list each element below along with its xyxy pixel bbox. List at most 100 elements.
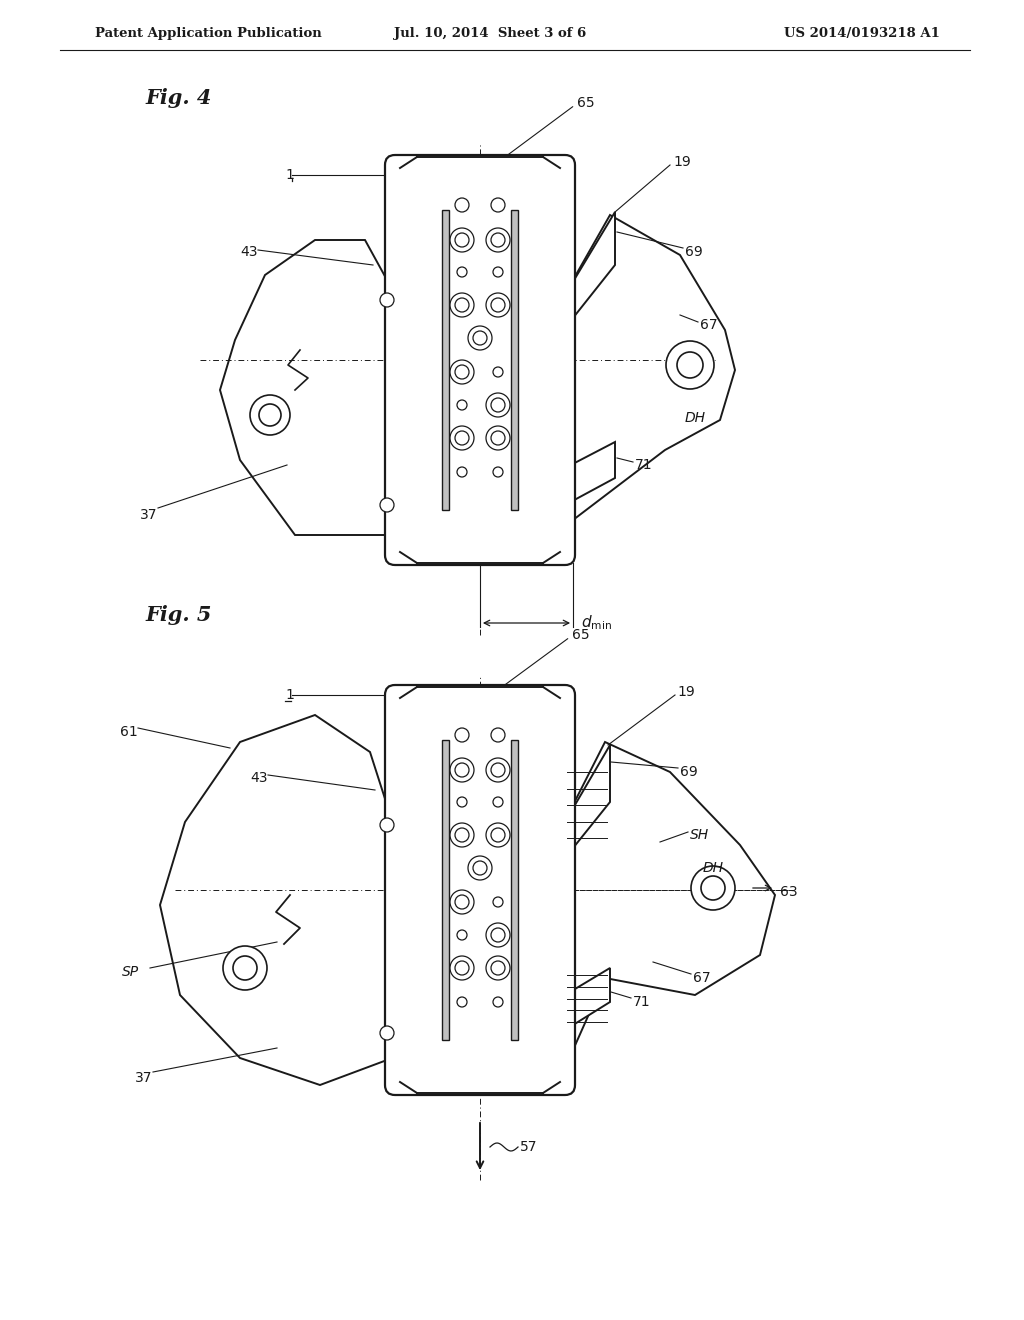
Circle shape	[455, 234, 469, 247]
Circle shape	[468, 326, 492, 350]
Circle shape	[457, 400, 467, 411]
Circle shape	[455, 366, 469, 379]
Circle shape	[468, 855, 492, 880]
Circle shape	[455, 198, 469, 213]
Text: 71: 71	[635, 458, 652, 473]
Polygon shape	[565, 213, 615, 327]
Circle shape	[490, 432, 505, 445]
Circle shape	[691, 866, 735, 909]
Circle shape	[450, 426, 474, 450]
Text: Patent Application Publication: Patent Application Publication	[95, 28, 322, 41]
FancyBboxPatch shape	[385, 154, 575, 565]
Circle shape	[455, 895, 469, 909]
Polygon shape	[565, 442, 615, 506]
Polygon shape	[565, 744, 610, 858]
Circle shape	[450, 758, 474, 781]
Text: 57: 57	[520, 1140, 538, 1154]
Text: 19: 19	[677, 685, 694, 700]
Circle shape	[380, 293, 394, 308]
Text: SP: SP	[122, 965, 139, 979]
Text: $d_{\mathrm{min}}$: $d_{\mathrm{min}}$	[581, 614, 612, 632]
Circle shape	[490, 729, 505, 742]
Circle shape	[486, 393, 510, 417]
Circle shape	[666, 341, 714, 389]
Text: 69: 69	[680, 766, 697, 779]
Circle shape	[473, 861, 487, 875]
Circle shape	[450, 228, 474, 252]
Circle shape	[250, 395, 290, 436]
Text: 71: 71	[633, 995, 650, 1008]
Circle shape	[455, 729, 469, 742]
Circle shape	[677, 352, 703, 378]
Circle shape	[457, 267, 467, 277]
Circle shape	[450, 822, 474, 847]
Text: 43: 43	[250, 771, 267, 785]
Circle shape	[486, 426, 510, 450]
Circle shape	[493, 467, 503, 477]
Circle shape	[493, 997, 503, 1007]
Circle shape	[486, 956, 510, 979]
Text: Fig. 4: Fig. 4	[145, 88, 211, 108]
Polygon shape	[573, 742, 775, 1049]
Circle shape	[380, 818, 394, 832]
Polygon shape	[565, 968, 610, 1030]
Text: 19: 19	[673, 154, 691, 169]
Text: 67: 67	[700, 318, 718, 333]
Circle shape	[493, 797, 503, 807]
Bar	[442, 210, 449, 510]
Circle shape	[457, 467, 467, 477]
Circle shape	[450, 890, 474, 913]
Text: Fig. 5: Fig. 5	[145, 605, 211, 624]
Circle shape	[490, 961, 505, 975]
Text: 1: 1	[285, 168, 294, 182]
Text: 43: 43	[240, 246, 257, 259]
Bar	[511, 741, 518, 1040]
Circle shape	[455, 432, 469, 445]
Circle shape	[223, 946, 267, 990]
Circle shape	[490, 763, 505, 777]
Circle shape	[490, 928, 505, 942]
Circle shape	[490, 198, 505, 213]
Text: US 2014/0193218 A1: US 2014/0193218 A1	[784, 28, 940, 41]
Polygon shape	[160, 715, 387, 1085]
Circle shape	[486, 923, 510, 946]
Text: 67: 67	[693, 972, 711, 985]
Circle shape	[486, 293, 510, 317]
Circle shape	[450, 293, 474, 317]
Circle shape	[455, 961, 469, 975]
Circle shape	[493, 898, 503, 907]
Bar	[442, 741, 449, 1040]
Circle shape	[233, 956, 257, 979]
Circle shape	[455, 763, 469, 777]
Text: 63: 63	[780, 884, 798, 899]
Circle shape	[490, 234, 505, 247]
Polygon shape	[573, 215, 735, 520]
Circle shape	[486, 758, 510, 781]
FancyBboxPatch shape	[385, 685, 575, 1096]
Circle shape	[450, 360, 474, 384]
Text: 65: 65	[572, 628, 590, 642]
Text: 37: 37	[140, 508, 158, 521]
Circle shape	[490, 828, 505, 842]
Text: Jul. 10, 2014  Sheet 3 of 6: Jul. 10, 2014 Sheet 3 of 6	[394, 28, 586, 41]
Circle shape	[493, 267, 503, 277]
Circle shape	[455, 828, 469, 842]
Text: 1: 1	[285, 688, 294, 702]
Circle shape	[455, 298, 469, 312]
Circle shape	[457, 997, 467, 1007]
Polygon shape	[220, 240, 387, 535]
Circle shape	[450, 956, 474, 979]
Text: 65: 65	[577, 96, 595, 110]
Circle shape	[493, 367, 503, 378]
Circle shape	[380, 498, 394, 512]
Circle shape	[259, 404, 281, 426]
Circle shape	[486, 822, 510, 847]
Circle shape	[490, 399, 505, 412]
Text: DH: DH	[703, 861, 724, 875]
Circle shape	[490, 298, 505, 312]
Circle shape	[457, 797, 467, 807]
Text: 37: 37	[135, 1071, 153, 1085]
Circle shape	[473, 331, 487, 345]
Circle shape	[457, 931, 467, 940]
Text: 69: 69	[685, 246, 702, 259]
